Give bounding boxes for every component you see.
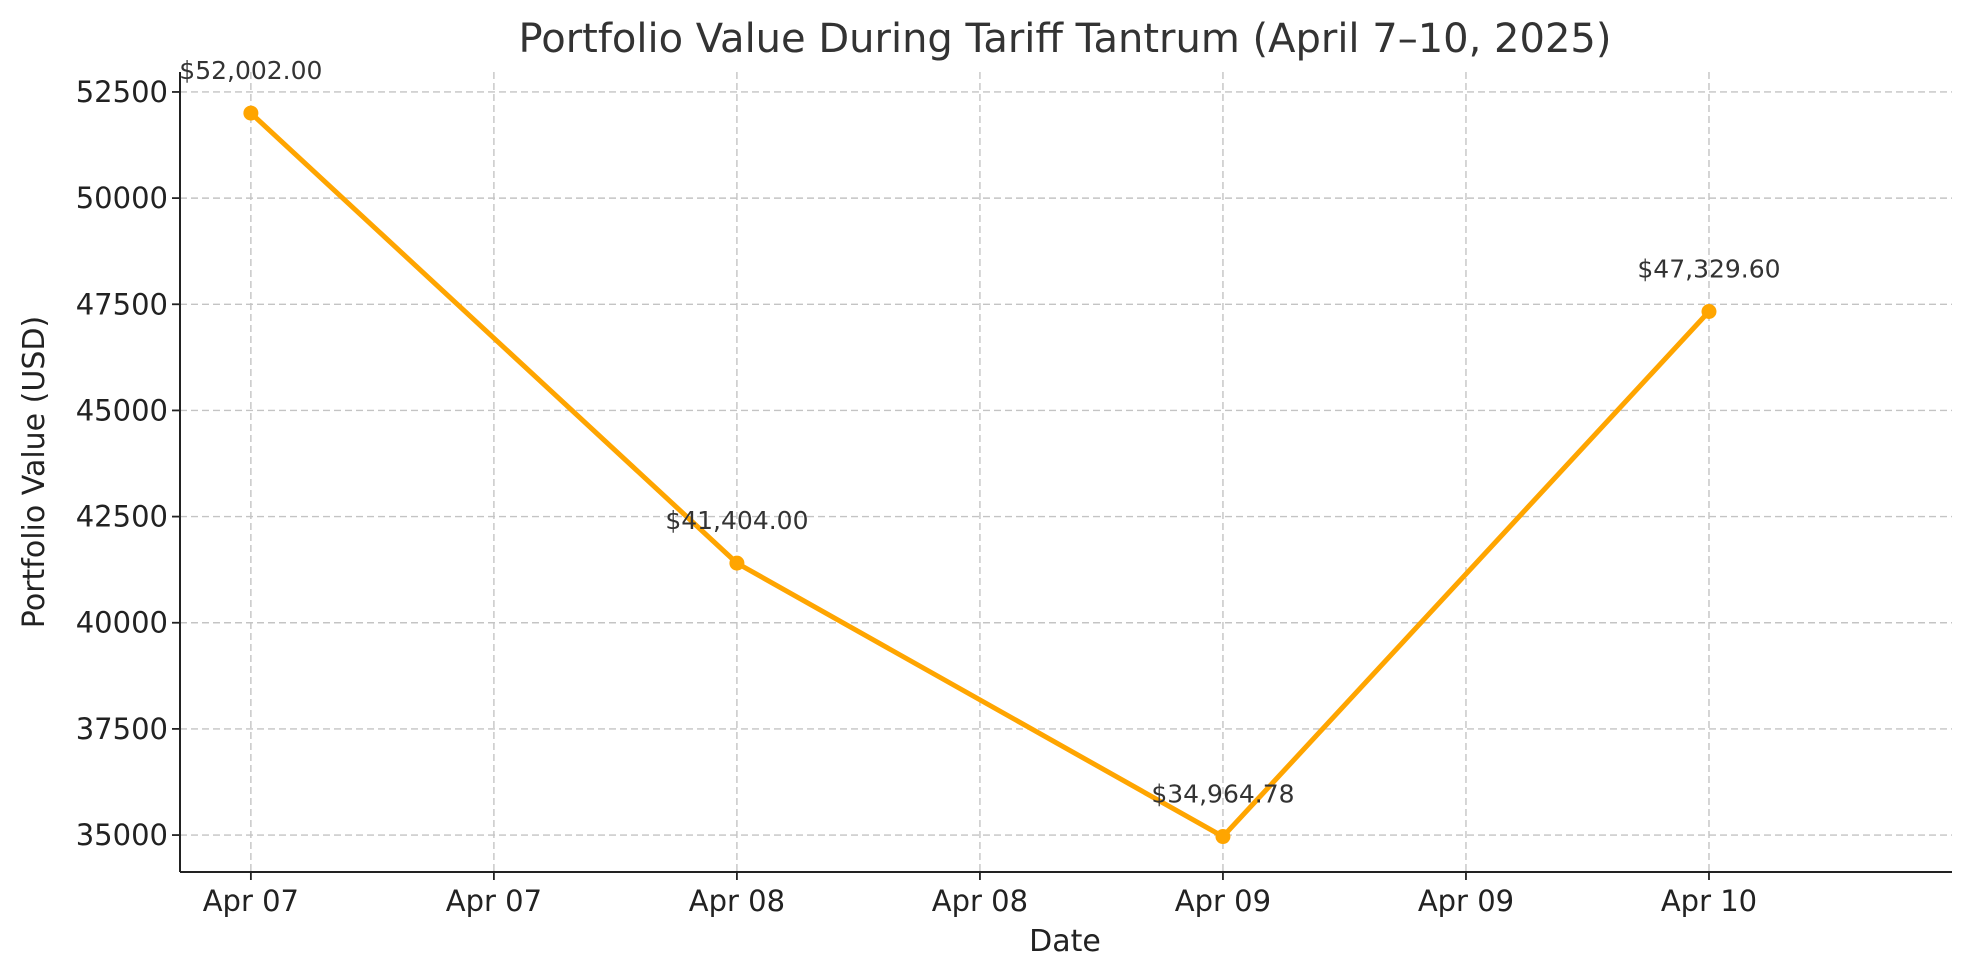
data-point	[1215, 829, 1231, 845]
data-point	[729, 555, 745, 571]
x-tick-label: Apr 09	[1418, 884, 1514, 918]
x-tick-label: Apr 07	[203, 884, 299, 918]
x-tick-label: Apr 07	[446, 884, 542, 918]
x-tick-label: Apr 08	[689, 884, 785, 918]
data-label: $47,329.60	[1637, 255, 1780, 284]
y-tick-label: 35000	[76, 818, 168, 852]
y-tick-label: 42500	[76, 500, 168, 534]
y-tick-label: 45000	[76, 393, 168, 427]
x-axis-label: Date	[1029, 924, 1101, 959]
grid-lines	[180, 72, 1952, 872]
x-tick-label: Apr 08	[932, 884, 1028, 918]
data-labels: $52,002.00 $41,404.00 $34,964.78 $47,329.60	[179, 56, 1780, 808]
y-tick-label: 47500	[76, 287, 168, 321]
data-point	[243, 105, 259, 121]
series-portfolio-value	[243, 105, 1717, 845]
axes-spines	[179, 72, 1952, 873]
series-line	[249, 111, 1711, 840]
data-point	[1701, 304, 1717, 320]
x-tick-label: Apr 09	[1175, 884, 1271, 918]
x-tick-label: Apr 10	[1661, 884, 1757, 918]
y-tick-label: 40000	[76, 606, 168, 640]
x-axis-ticks: Apr 07 Apr 07 Apr 08 Apr 08 Apr 09 Apr 09 Apr …	[203, 872, 1757, 918]
y-tick-label: 52500	[76, 75, 168, 109]
y-axis-ticks: 35000 37500 40000 42500 45000 47500 50000 52500	[76, 75, 180, 852]
data-label: $52,002.00	[179, 56, 322, 85]
data-label: $34,964.78	[1151, 780, 1294, 809]
y-tick-label: 50000	[76, 181, 168, 215]
data-label: $41,404.00	[665, 506, 808, 535]
y-tick-label: 37500	[76, 712, 168, 746]
y-axis-label: Portfolio Value (USD)	[17, 316, 52, 628]
chart-title: Portfolio Value During Tariff Tantrum (A…	[519, 16, 1612, 62]
